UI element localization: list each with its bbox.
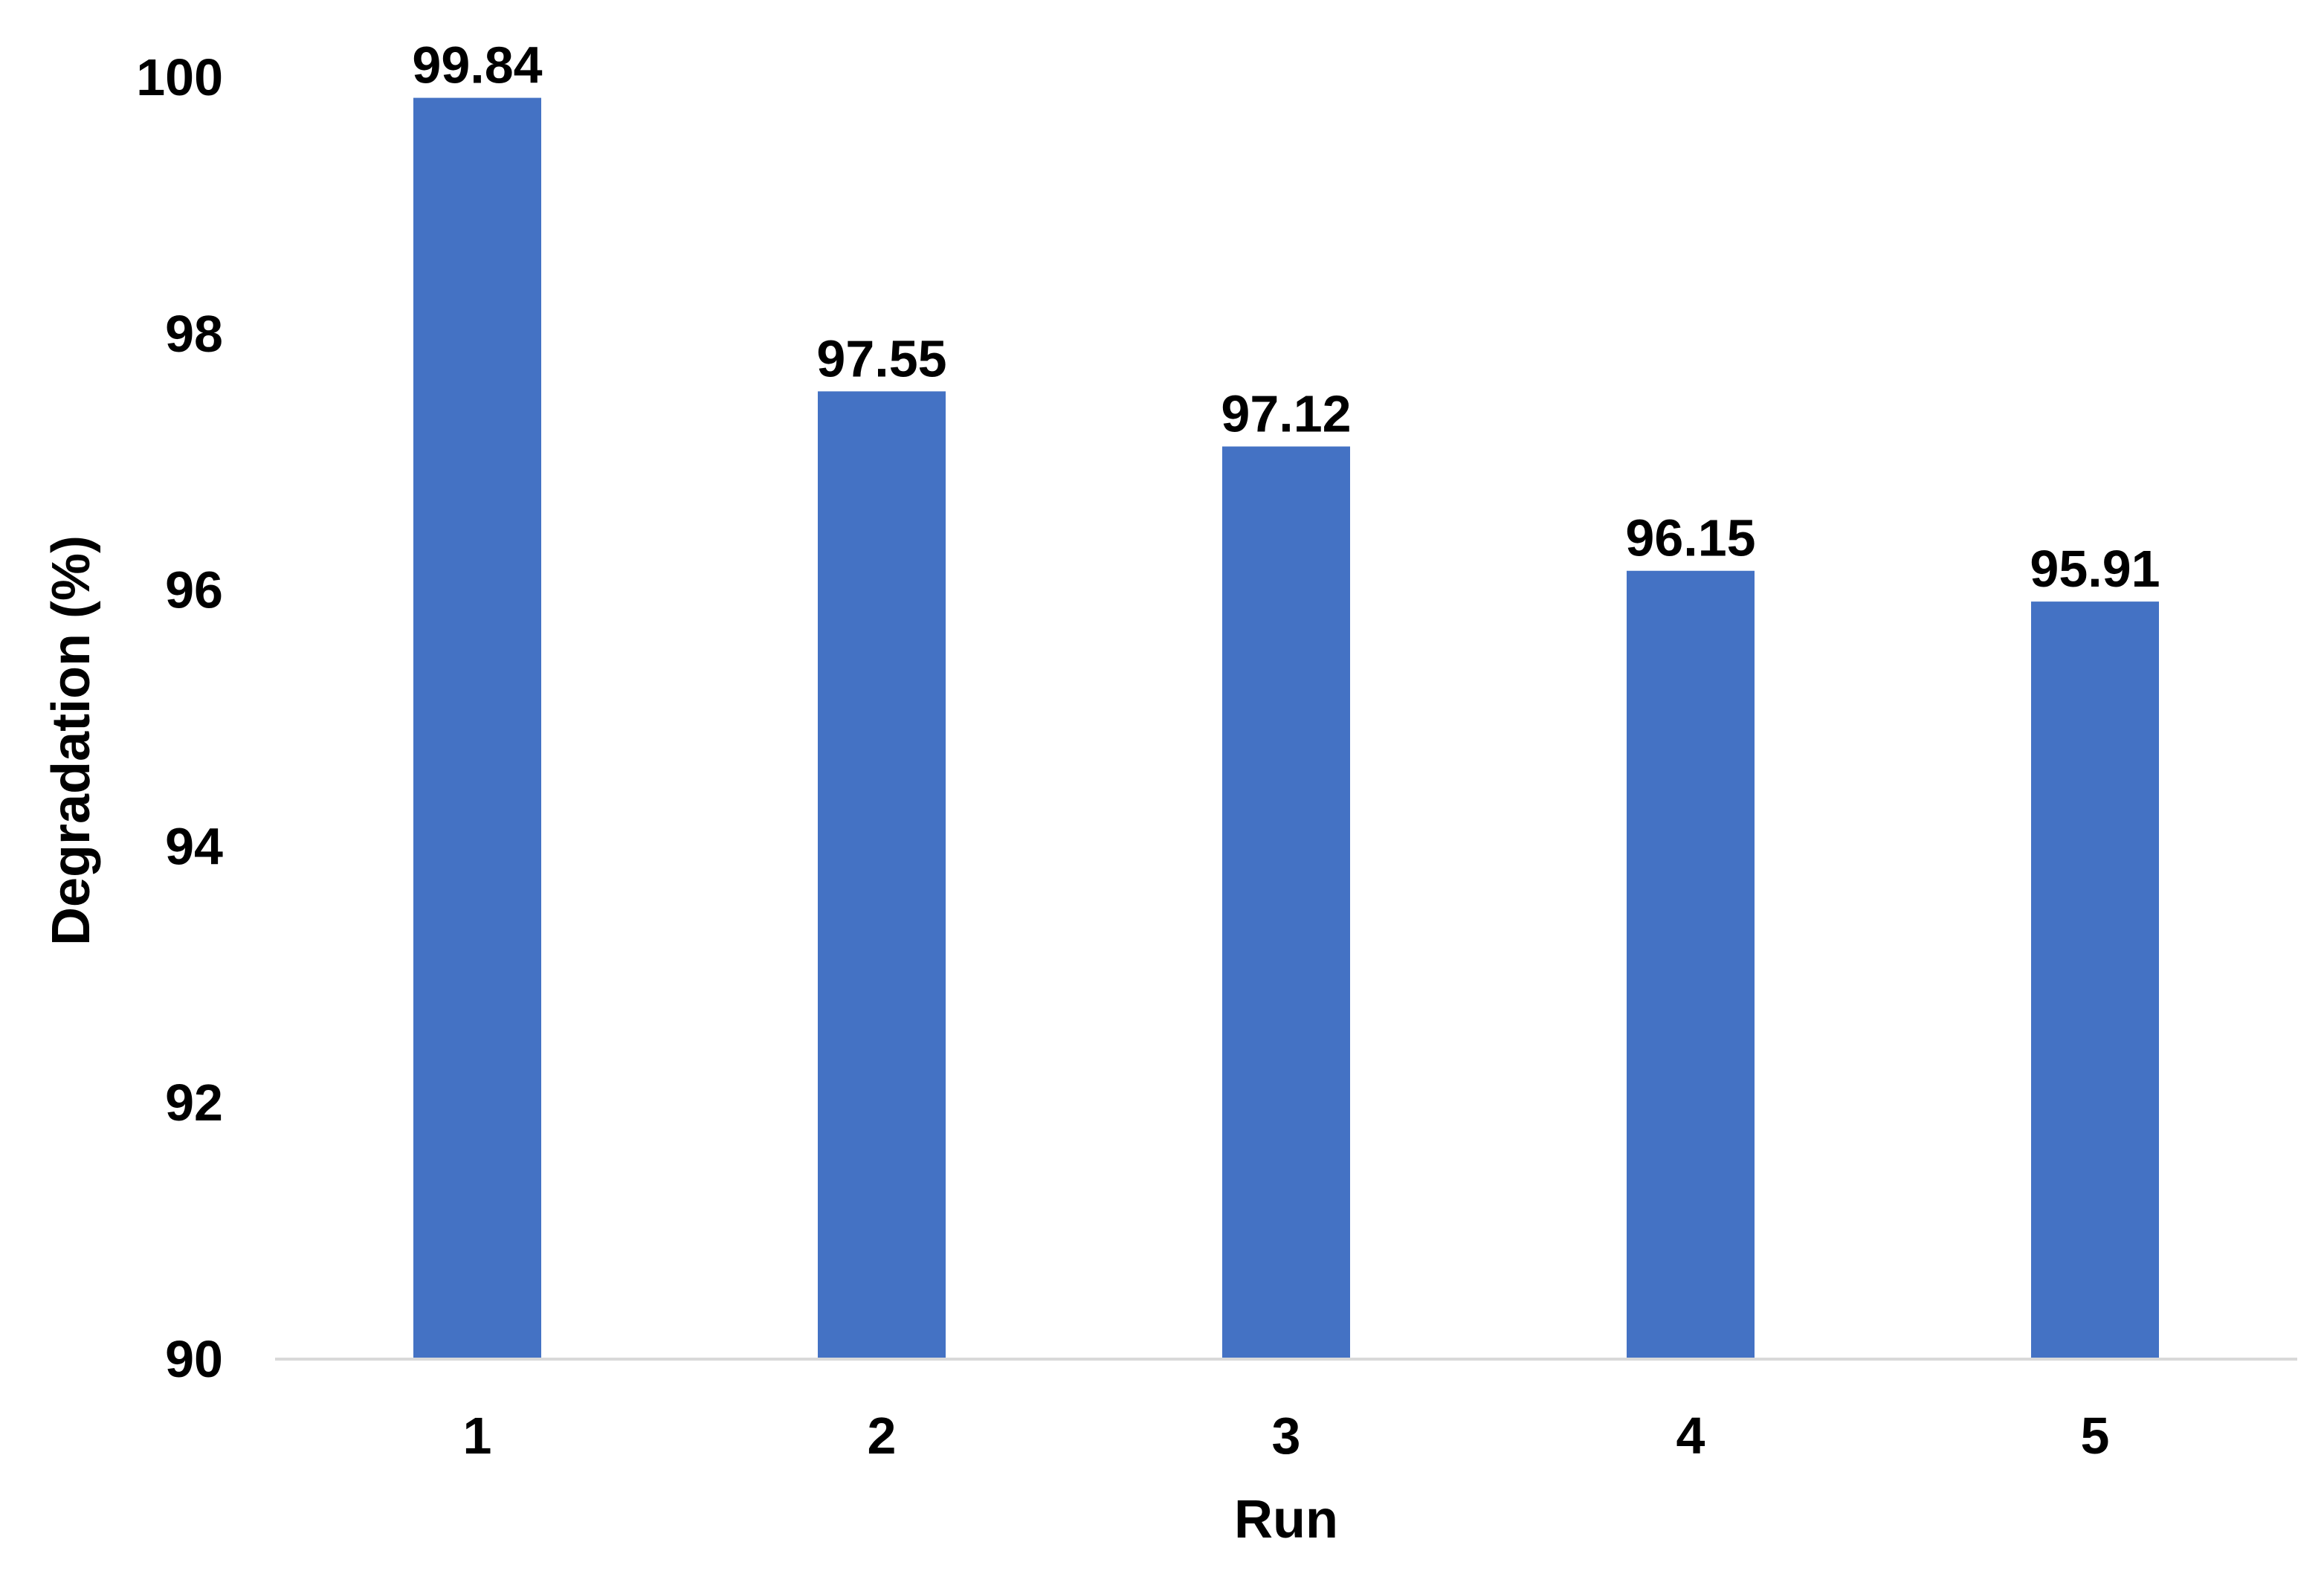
data-label: 99.84 (412, 36, 542, 94)
bars (413, 97, 2159, 1360)
y-axis-title: Degradation (%) (42, 535, 101, 946)
x-tick-label: 1 (463, 1407, 492, 1465)
bar (2031, 601, 2159, 1359)
data-label: 95.91 (2030, 540, 2160, 598)
y-tick-label: 92 (165, 1074, 223, 1132)
x-tick-label: 4 (1676, 1407, 1705, 1465)
bar (1627, 570, 1755, 1359)
y-axis-ticks: 90 92 94 96 98 100 (136, 48, 223, 1388)
bar (1222, 446, 1350, 1360)
bar (818, 391, 946, 1359)
x-tick-label: 2 (868, 1407, 897, 1465)
data-label: 96.15 (1625, 509, 1755, 567)
bar (413, 97, 541, 1360)
y-tick-label: 90 (165, 1330, 223, 1388)
y-tick-label: 96 (165, 561, 223, 619)
x-axis-ticks: 1 2 3 4 5 (463, 1407, 2110, 1465)
data-label: 97.55 (816, 329, 946, 387)
x-tick-label: 5 (2081, 1407, 2110, 1465)
y-tick-label: 100 (136, 48, 223, 106)
data-label: 97.12 (1221, 385, 1351, 443)
data-labels: 99.84 97.55 97.12 96.15 95.91 (412, 36, 2160, 599)
y-tick-label: 98 (165, 305, 223, 363)
y-tick-label: 94 (165, 817, 223, 875)
x-tick-label: 3 (1272, 1407, 1301, 1465)
x-axis-title: Run (1234, 1490, 1338, 1549)
